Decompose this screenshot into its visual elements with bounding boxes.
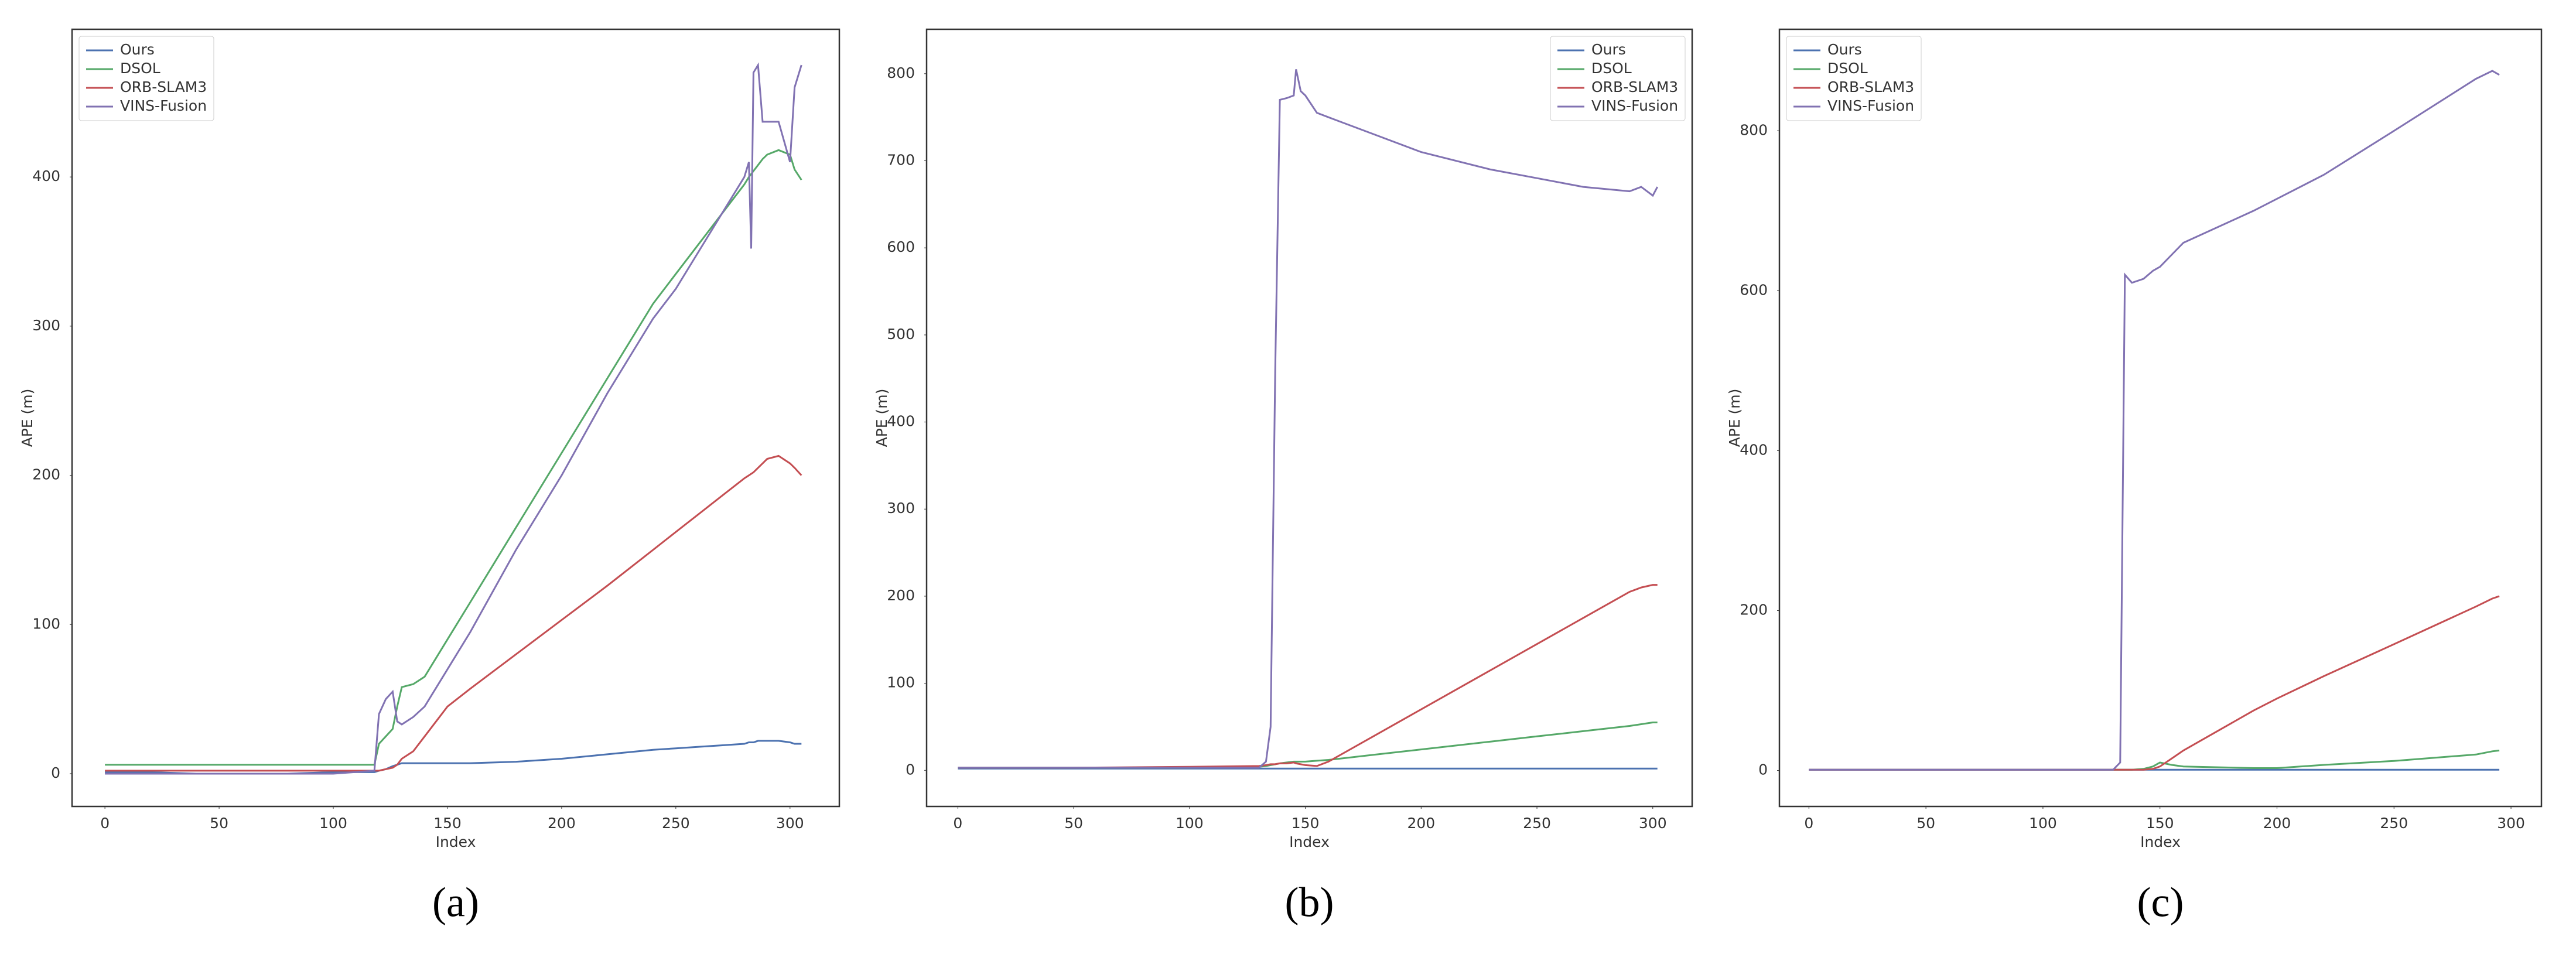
y-tick-label: 700: [887, 152, 915, 169]
y-axis-label: APE (m): [873, 389, 890, 447]
y-tick-label: 200: [887, 587, 915, 604]
panel-caption: (b): [1285, 879, 1334, 926]
x-tick-label: 300: [1639, 815, 1667, 832]
legend-label: ORB-SLAM3: [120, 78, 207, 95]
y-tick-label: 0: [906, 761, 915, 778]
x-axis-label: Index: [2140, 833, 2181, 850]
x-tick-label: 100: [319, 815, 347, 832]
x-tick-label: 250: [662, 815, 690, 832]
series-line: [105, 62, 802, 775]
legend-label: ORB-SLAM3: [1591, 78, 1678, 95]
x-tick-label: 300: [2497, 815, 2525, 832]
y-tick-label: 600: [887, 238, 915, 255]
y-tick-label: 600: [1740, 281, 1768, 298]
y-tick-label: 300: [887, 500, 915, 517]
legend-label: DSOL: [120, 60, 160, 77]
legend-label: Ours: [1591, 41, 1626, 58]
legend-box: [1786, 36, 1922, 121]
series-line: [1809, 749, 2500, 771]
x-tick-label: 100: [1176, 815, 1204, 832]
legend-label: Ours: [1827, 41, 1862, 58]
x-axis-label: Index: [1289, 833, 1330, 850]
x-tick-label: 0: [1804, 815, 1813, 832]
legend-label: VINS-Fusion: [1827, 97, 1914, 114]
panel-caption: (c): [2137, 879, 2184, 926]
legend-label: ORB-SLAM3: [1827, 78, 1914, 95]
y-tick-label: 100: [887, 674, 915, 691]
legend-label: VINS-Fusion: [120, 97, 207, 114]
y-tick-label: 400: [887, 413, 915, 430]
series-line: [958, 69, 1659, 769]
legend-box: [78, 36, 214, 121]
legend-label: VINS-Fusion: [1591, 97, 1678, 114]
x-tick-label: 0: [953, 815, 962, 832]
x-tick-label: 150: [433, 815, 462, 832]
plot-frame: [71, 28, 841, 808]
y-axis-label: APE (m): [19, 389, 36, 447]
series-line: [1809, 70, 2500, 771]
y-axis-label: APE (m): [1726, 389, 1743, 447]
x-axis-label: Index: [436, 833, 476, 850]
legend-label: DSOL: [1827, 60, 1868, 77]
x-tick-label: 200: [1407, 815, 1435, 832]
y-tick-label: 800: [887, 64, 915, 81]
y-tick-label: 400: [32, 168, 60, 184]
x-tick-label: 100: [2029, 815, 2057, 832]
legend-label: DSOL: [1591, 60, 1632, 77]
series-line: [958, 584, 1658, 769]
x-tick-label: 150: [2146, 815, 2174, 832]
y-tick-label: 0: [1758, 761, 1768, 778]
x-tick-label: 200: [2263, 815, 2291, 832]
panel-caption: (a): [432, 879, 479, 926]
series-line: [1809, 595, 2500, 771]
y-tick-label: 400: [1740, 441, 1768, 458]
series-line: [105, 740, 802, 775]
x-tick-label: 50: [1916, 815, 1935, 832]
x-tick-label: 0: [100, 815, 110, 832]
x-tick-label: 150: [1292, 815, 1320, 832]
series-line: [958, 722, 1658, 769]
y-tick-label: 100: [32, 615, 60, 632]
legend-label: Ours: [120, 41, 155, 58]
plot-frame: [925, 28, 1693, 808]
x-tick-label: 250: [1523, 815, 1551, 832]
series-line: [105, 149, 802, 766]
y-tick-label: 500: [887, 326, 915, 343]
x-tick-label: 300: [776, 815, 804, 832]
x-tick-label: 50: [210, 815, 228, 832]
x-tick-label: 250: [2380, 815, 2408, 832]
legend-box: [1550, 36, 1686, 121]
y-tick-label: 200: [1740, 601, 1768, 618]
series-line: [105, 454, 802, 772]
y-tick-label: 200: [32, 466, 60, 483]
y-tick-label: 300: [32, 317, 60, 334]
y-tick-label: 0: [51, 764, 60, 781]
x-tick-label: 50: [1064, 815, 1083, 832]
x-tick-label: 200: [548, 815, 576, 832]
y-tick-label: 800: [1740, 121, 1768, 138]
plot-frame: [1778, 28, 2543, 808]
